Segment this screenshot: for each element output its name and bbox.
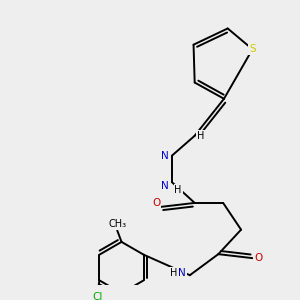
Text: H: H	[197, 131, 205, 141]
Text: S: S	[249, 44, 256, 54]
Text: H: H	[170, 268, 177, 278]
Text: CH₃: CH₃	[108, 219, 126, 229]
Text: N: N	[161, 151, 169, 161]
Text: H: H	[175, 185, 182, 195]
Text: Cl: Cl	[93, 292, 103, 300]
Text: O: O	[152, 198, 160, 208]
Text: N: N	[161, 181, 169, 190]
Text: O: O	[254, 253, 262, 263]
Text: N: N	[178, 268, 186, 278]
